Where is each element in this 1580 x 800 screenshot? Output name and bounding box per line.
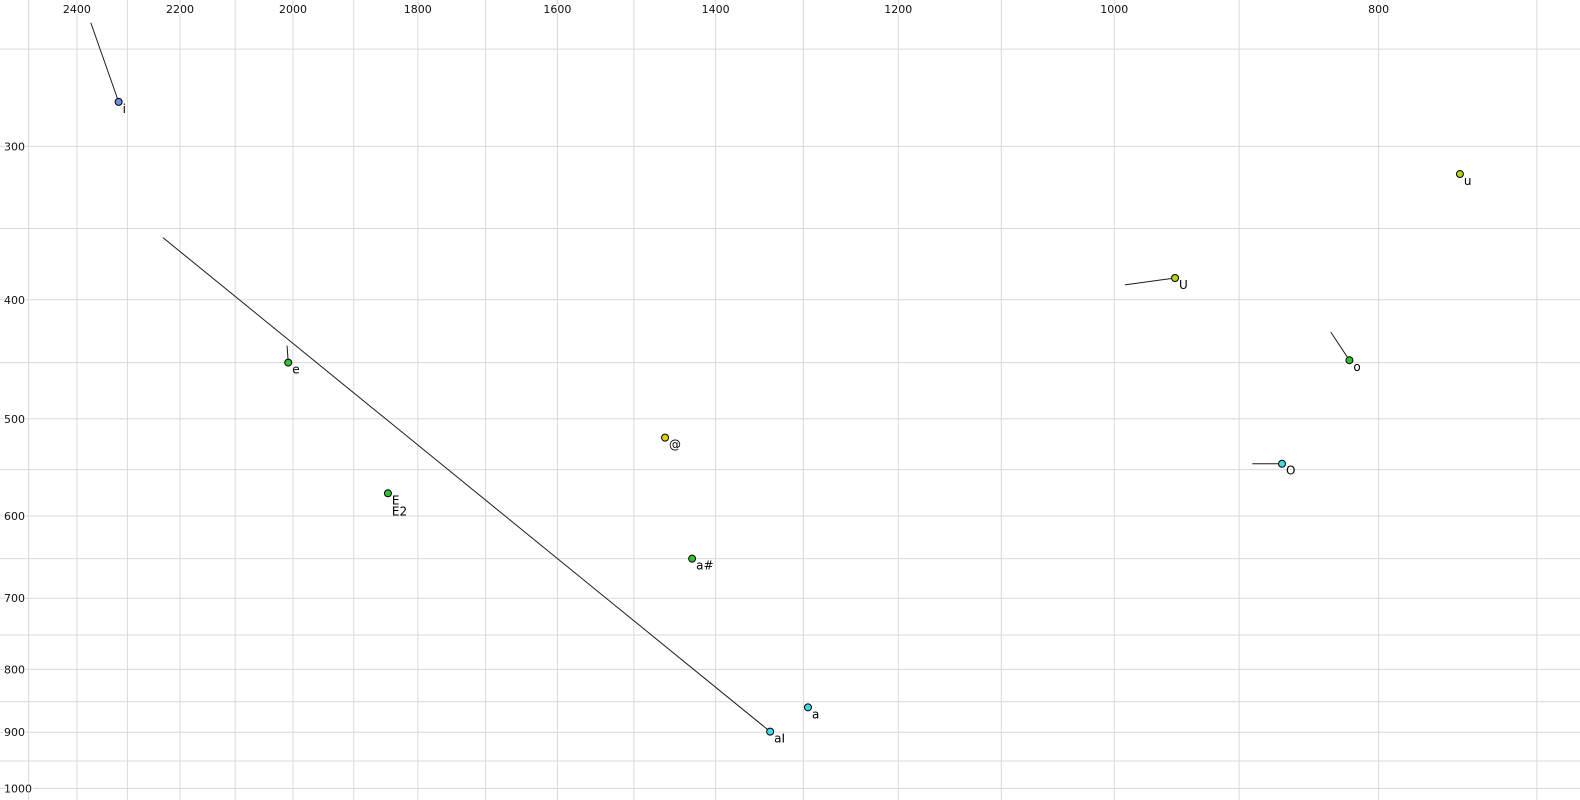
data-point-o [1345,356,1354,365]
y-tick-label: 700 [4,592,25,605]
data-point-U [1171,273,1180,282]
point-label-E: E [392,493,400,507]
point-label-E2: E2 [392,504,407,518]
x-tick-label: 1200 [884,3,912,16]
trajectory-line-i [90,22,120,103]
y-tick-label: 900 [4,726,25,739]
trajectory-line-o [1330,331,1350,361]
x-tick-label: 1800 [404,3,432,16]
x-tick-label: 800 [1368,3,1389,16]
x-tick-label: 1000 [1100,3,1128,16]
x-tick-label: 2200 [166,3,194,16]
data-point-i [114,97,123,106]
data-point-O [1278,459,1287,468]
point-label-O: O [1286,464,1295,478]
point-label-U: U [1179,278,1188,292]
point-label-i: i [123,102,126,116]
point-label-u: u [1464,174,1472,188]
trajectory-line-U [1124,277,1176,286]
data-point-E [383,489,392,498]
data-point-a# [688,554,697,563]
x-tick-label: 2400 [63,3,91,16]
y-tick-label: 400 [4,294,25,307]
y-tick-label: 800 [4,663,25,676]
y-tick-label: 600 [4,510,25,523]
point-label-a: a [812,707,819,721]
y-tick-label: 300 [4,140,25,153]
y-tick-label: 1000 [4,782,32,795]
x-tick-label: 2000 [279,3,307,16]
x-tick-label: 1400 [702,3,730,16]
point-label-@: @ [669,438,681,452]
trajectory-line-aI [162,237,771,733]
point-label-e: e [292,363,299,377]
data-point-aI [766,727,775,736]
point-label-a#: a# [696,559,713,573]
point-label-aI: aI [774,732,785,746]
y-tick-label: 500 [4,413,25,426]
point-label-o: o [1353,360,1360,374]
data-point-@ [661,433,670,442]
x-tick-label: 1600 [543,3,571,16]
data-point-a [803,703,812,712]
data-point-u [1455,170,1464,179]
data-point-e [284,358,293,367]
